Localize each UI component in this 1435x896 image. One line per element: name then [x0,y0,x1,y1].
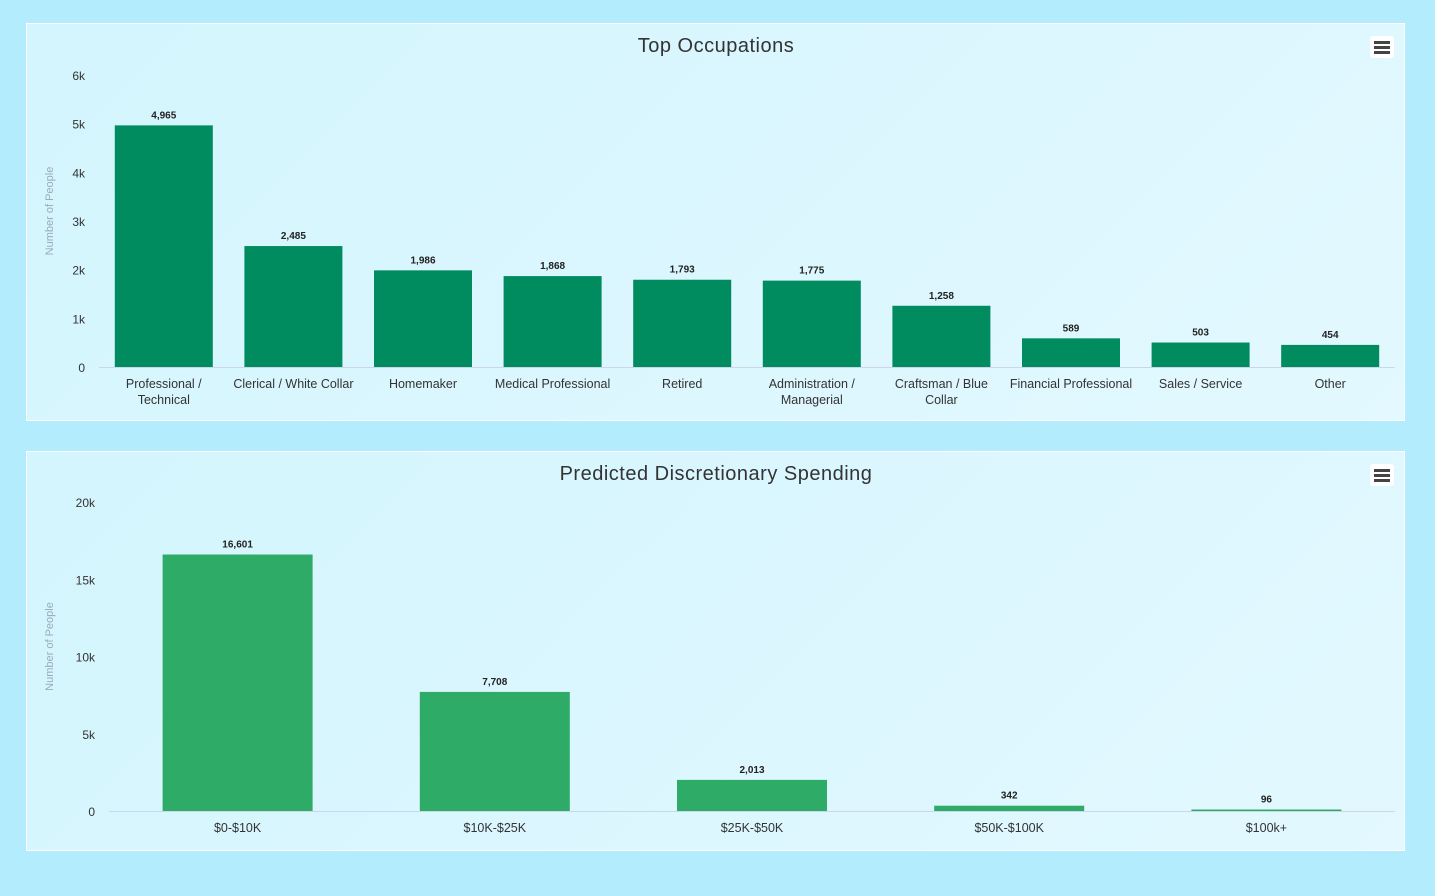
y-tick-label: 2k [72,264,86,278]
x-tick-label: $25K-$50K [721,821,784,835]
y-axis-title: Number of People [44,167,56,256]
bar [114,125,213,368]
data-label: 7,708 [482,677,507,688]
chart-svg: Top Occupations Number of People 0 1k 2k 3k 4k… [44,35,1395,407]
bar [374,270,472,367]
x-tick-label: Other [1315,377,1346,391]
x-tick-label: $100k+ [1246,821,1287,835]
x-tick-label: Medical Professional [495,377,610,391]
discretionary-spending-chart: Predicted Discretionary Spending Number o… [26,451,1405,851]
data-label: 1,986 [410,255,435,266]
top-occupations-chart: Top Occupations Number of People 0 1k 2k 3k 4k… [26,23,1405,421]
bar [1281,344,1380,367]
y-tick-label: 0 [88,805,95,819]
data-label: 503 [1192,328,1209,339]
data-label: 1,868 [540,261,565,272]
bar [244,246,343,367]
data-label: 342 [1001,791,1018,802]
data-label: 2,485 [281,231,306,242]
y-tick-label: 10k [76,651,96,665]
bar [677,779,827,811]
bar [1191,809,1342,811]
x-tick-label: Professional / [126,377,202,391]
x-tick-label: $10K-$25K [464,821,527,835]
x-tick-label: Financial Professional [1010,377,1132,391]
data-label: 1,258 [929,291,954,302]
data-label: 1,775 [799,266,824,277]
chart-title: Predicted Discretionary Spending [560,463,873,485]
data-label: 454 [1322,330,1339,341]
x-tick-label: $0-$10K [214,821,262,835]
x-tick-label: Technical [138,393,190,407]
x-tick-label: Clerical / White Collar [233,377,353,391]
x-tick-label: Sales / Service [1159,377,1242,391]
bar [1022,338,1120,367]
data-label: 589 [1063,323,1080,334]
data-label: 16,601 [222,540,253,551]
data-label: 2,013 [739,765,764,776]
y-tick-label: 20k [76,496,96,510]
y-tick-label: 6k [72,69,86,83]
chart-menu-button[interactable] [1370,36,1394,58]
data-label: 96 [1261,795,1273,806]
bar [1151,342,1250,367]
bar [419,691,570,811]
y-axis-title: Number of People [44,602,56,691]
y-tick-label: 5k [82,728,96,742]
data-label: 1,793 [670,265,695,276]
data-label: 4,965 [151,110,176,121]
y-tick-label: 15k [76,573,96,587]
x-tick-label: Homemaker [389,377,457,391]
y-tick-label: 1k [72,312,86,326]
chart-svg: Predicted Discretionary Spending Number o… [44,463,1395,835]
bar [503,276,602,367]
bar [762,280,861,367]
x-tick-label: Collar [925,393,958,407]
x-tick-label: Administration / [769,377,856,391]
bar [633,279,732,367]
x-tick-label: Retired [662,377,702,391]
y-tick-label: 4k [72,166,86,180]
bar [934,805,1085,811]
y-tick-label: 5k [72,118,86,132]
chart-menu-button[interactable] [1370,464,1394,486]
bar [162,554,313,811]
bar [892,305,991,367]
chart-title: Top Occupations [638,35,794,57]
y-tick-label: 0 [78,361,85,375]
x-tick-label: Craftsman / Blue [895,377,988,391]
y-tick-label: 3k [72,215,86,229]
x-tick-label: Managerial [781,393,843,407]
x-tick-label: $50K-$100K [974,821,1044,835]
